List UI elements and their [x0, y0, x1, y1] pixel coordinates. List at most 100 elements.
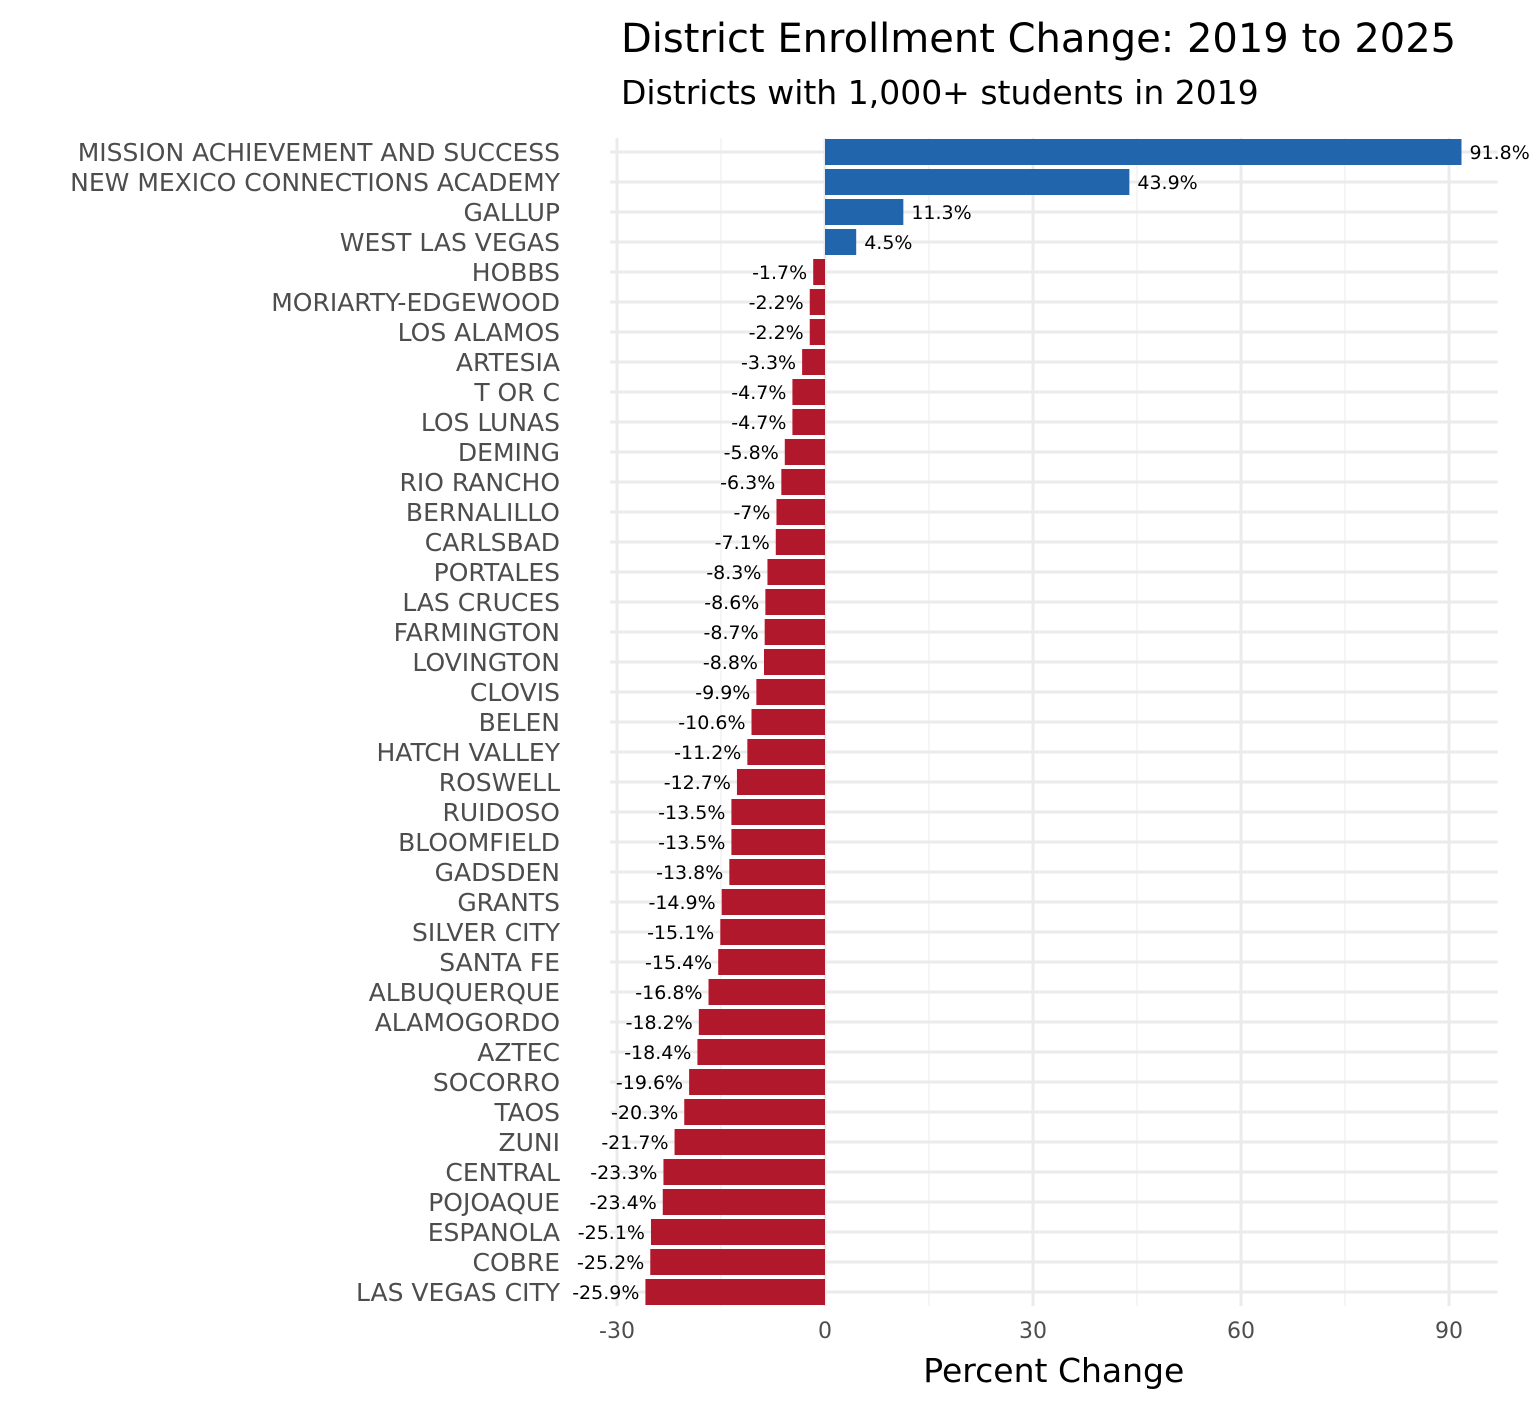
data-label: -16.8% — [635, 982, 702, 1004]
y-tick-label: LOVINGTON — [412, 648, 560, 677]
y-tick-label: BERNALILLO — [406, 498, 560, 527]
bar — [698, 1009, 825, 1035]
y-tick-label: ZUNI — [499, 1128, 561, 1157]
y-tick-label: ALBUQUERQUE — [369, 978, 560, 1007]
y-tick-label: CLOVIS — [470, 678, 560, 707]
data-label: -25.2% — [577, 1252, 644, 1274]
bar — [731, 829, 825, 855]
y-tick-label: ARTESIA — [456, 348, 560, 377]
bar — [792, 379, 825, 405]
data-label: 43.9% — [1137, 172, 1197, 194]
y-tick-label: HATCH VALLEY — [377, 738, 561, 767]
bar — [763, 649, 825, 675]
data-label: -25.1% — [578, 1222, 645, 1244]
x-tick-label: 60 — [1227, 1319, 1255, 1344]
data-label: -12.7% — [664, 772, 731, 794]
y-tick-label: FARMINGTON — [394, 618, 560, 647]
bar — [781, 469, 825, 495]
data-label: 91.8% — [1469, 142, 1529, 164]
data-label: 11.3% — [911, 202, 971, 224]
bar — [792, 409, 825, 435]
bar — [729, 859, 825, 885]
bar — [747, 739, 825, 765]
y-tick-label: RUIDOSO — [442, 798, 560, 827]
y-tick-label: DEMING — [458, 438, 560, 467]
bar — [776, 499, 825, 525]
data-label: -1.7% — [752, 262, 807, 284]
data-label: 4.5% — [864, 232, 912, 254]
x-axis-title: Percent Change — [923, 1351, 1184, 1390]
bar — [756, 679, 825, 705]
data-label: -2.2% — [749, 322, 804, 344]
y-tick-label: HOBBS — [472, 258, 560, 287]
data-label: -8.7% — [704, 622, 759, 644]
y-tick-label: LAS VEGAS CITY — [356, 1278, 561, 1307]
y-tick-label: GRANTS — [457, 888, 560, 917]
bar — [697, 1039, 825, 1065]
y-tick-label: PORTALES — [434, 558, 560, 587]
bar — [674, 1129, 825, 1155]
bar — [825, 139, 1462, 165]
bar — [720, 919, 825, 945]
data-label: -9.9% — [695, 682, 750, 704]
bar — [650, 1219, 825, 1245]
y-tick-label: ALAMOGORDO — [375, 1008, 560, 1037]
y-tick-label: TAOS — [493, 1098, 560, 1127]
bar — [809, 289, 825, 315]
bar — [775, 529, 825, 555]
data-label: -13.8% — [656, 862, 723, 884]
bar — [708, 979, 825, 1005]
y-tick-label: GALLUP — [464, 198, 560, 227]
data-label: -4.7% — [731, 382, 786, 404]
y-tick-label: ROSWELL — [439, 768, 560, 797]
data-label: -4.7% — [731, 412, 786, 434]
y-tick-label: SILVER CITY — [412, 918, 561, 947]
bar — [765, 589, 825, 615]
data-label: -11.2% — [674, 742, 741, 764]
y-tick-label: ESPANOLA — [428, 1218, 560, 1247]
x-tick-label: 30 — [1019, 1319, 1047, 1344]
y-tick-label: BELEN — [479, 708, 560, 737]
bar — [784, 439, 825, 465]
x-tick-label: -30 — [599, 1319, 635, 1344]
bar — [684, 1099, 825, 1125]
data-label: -25.9% — [572, 1282, 639, 1304]
y-tick-label: GADSDEN — [435, 858, 560, 887]
data-label: -8.6% — [704, 592, 759, 614]
bar — [731, 799, 825, 825]
y-tick-label: POJOAQUE — [428, 1188, 560, 1217]
bar — [764, 619, 825, 645]
y-tick-label: T OR C — [473, 378, 560, 407]
y-tick-label: AZTEC — [477, 1038, 560, 1067]
bar — [825, 199, 904, 225]
y-tick-label: LOS ALAMOS — [398, 318, 560, 347]
data-label: -5.8% — [724, 442, 779, 464]
data-label: -21.7% — [601, 1132, 668, 1154]
data-label: -3.3% — [741, 352, 796, 374]
data-label: -15.1% — [647, 922, 714, 944]
chart-subtitle: Districts with 1,000+ students in 2019 — [621, 73, 1259, 112]
y-tick-label: LAS CRUCES — [402, 588, 560, 617]
y-tick-label: CENTRAL — [445, 1158, 560, 1187]
data-label: -6.3% — [720, 472, 775, 494]
data-label: -10.6% — [678, 712, 745, 734]
y-tick-label: MISSION ACHIEVEMENT AND SUCCESS — [78, 138, 560, 167]
data-label: -20.3% — [611, 1102, 678, 1124]
bar — [751, 709, 825, 735]
y-tick-label: SANTA FE — [439, 948, 560, 977]
y-tick-label: CARLSBAD — [425, 528, 560, 557]
y-tick-label: RIO RANCHO — [400, 468, 560, 497]
bar — [809, 319, 825, 345]
data-label: -2.2% — [749, 292, 804, 314]
data-label: -7.1% — [715, 532, 770, 554]
bar — [721, 889, 825, 915]
bar — [813, 259, 825, 285]
data-label: -15.4% — [645, 952, 712, 974]
bar — [767, 559, 825, 585]
data-label: -8.3% — [706, 562, 761, 584]
chart-title: District Enrollment Change: 2019 to 2025 — [621, 16, 1456, 62]
data-label: -19.6% — [616, 1072, 683, 1094]
bar — [736, 769, 825, 795]
